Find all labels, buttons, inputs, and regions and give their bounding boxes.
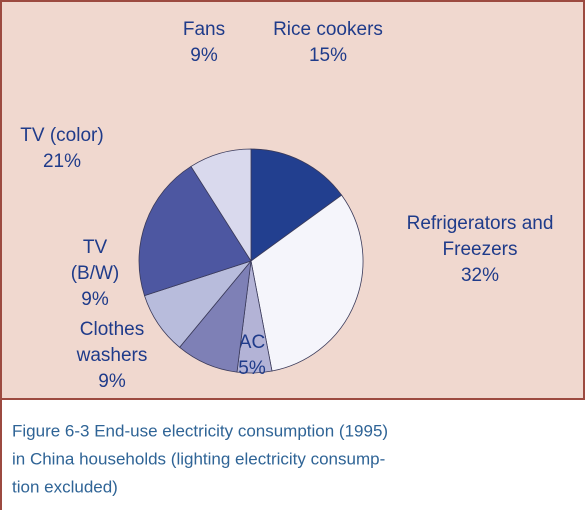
slice-value-label: 21% (43, 151, 81, 172)
slice-label: TV (83, 237, 108, 258)
caption-line: in China households (lighting electricit… (12, 449, 385, 468)
slice-label: Clothes (80, 319, 144, 340)
slice-value-label: 9% (98, 371, 126, 392)
slice-value-label: 32% (461, 265, 499, 286)
slice-value-label: 5% (238, 358, 266, 379)
slice-label: TV (color) (20, 125, 103, 146)
caption-line: Figure 6-3 End-use electricity consumpti… (12, 421, 388, 440)
slice-label: Freezers (443, 239, 518, 260)
slice-label: (B/W) (71, 263, 120, 284)
slice-label: Rice cookers (273, 19, 383, 40)
caption-line: tion excluded) (12, 477, 118, 496)
pie-slice (250, 148, 343, 262)
slice-label: AC (239, 332, 265, 353)
pie-slice (190, 148, 252, 263)
pie-slice (250, 194, 364, 372)
slice-label: Fans (183, 19, 225, 40)
slice-value-label: 15% (309, 45, 347, 66)
pie-slice (138, 165, 252, 297)
slice-value-label: 9% (81, 289, 109, 310)
slice-label: Refrigerators and (407, 213, 554, 234)
slice-value-label: 9% (190, 45, 218, 66)
slice-label: washers (76, 345, 148, 366)
